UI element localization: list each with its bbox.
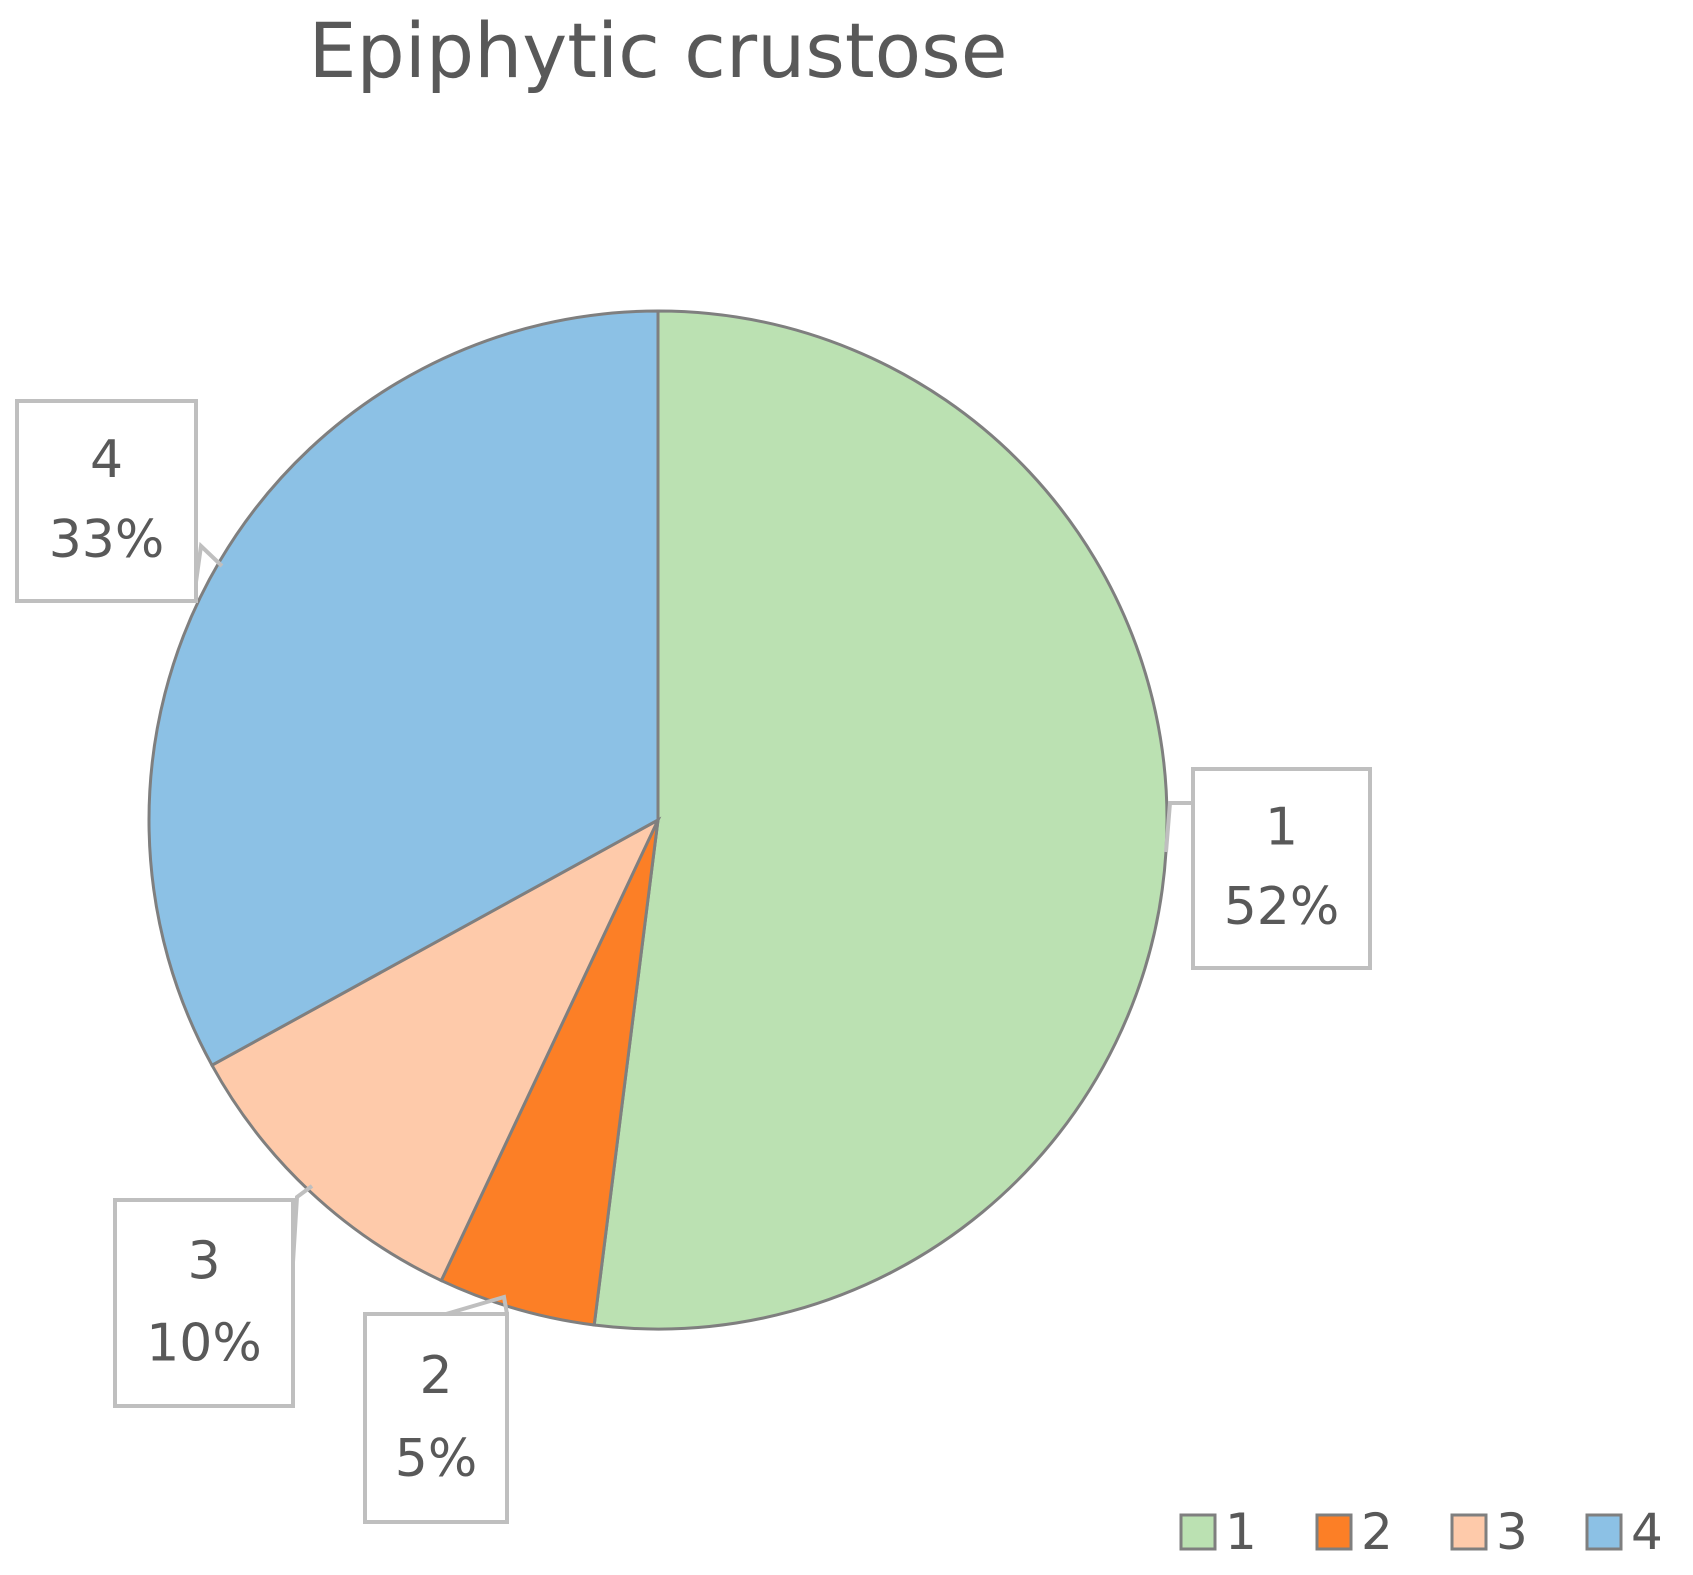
pie-slice-2 <box>439 819 660 1327</box>
legend: 1 2 3 4 <box>1179 1503 1663 1561</box>
data-label-percent-2: 5% <box>395 1429 478 1489</box>
pie-slice-3 <box>209 816 662 1283</box>
legend-swatch-1 <box>1179 1513 1217 1551</box>
data-labels: 1 52% 2 5% 3 10% 4 33% <box>15 399 1372 1524</box>
data-label-category-1: 1 <box>1265 798 1298 858</box>
label-leader-line-1 <box>1164 801 1193 853</box>
pie-slice-4 <box>147 309 660 1068</box>
data-label-category-3: 3 <box>187 1231 220 1291</box>
legend-label-2: 2 <box>1361 1503 1393 1561</box>
pie-slice-1 <box>592 309 1169 1331</box>
data-label-box-2 <box>363 1312 509 1524</box>
legend-swatch-3 <box>1450 1513 1488 1551</box>
data-label-box-3 <box>113 1198 295 1408</box>
data-label-category-4: 4 <box>90 430 123 490</box>
legend-swatch-4 <box>1585 1513 1623 1551</box>
data-label-percent-3: 10% <box>146 1314 262 1374</box>
data-label-percent-4: 33% <box>49 510 165 570</box>
legend-swatch-2 <box>1315 1513 1353 1551</box>
label-leader-line-3 <box>291 1184 314 1263</box>
label-leader-line-2 <box>445 1294 509 1316</box>
data-label-category-2: 2 <box>419 1346 452 1406</box>
pie-slices <box>147 309 1169 1331</box>
data-label-box-1 <box>1191 767 1372 970</box>
data-label-box-4 <box>15 399 198 603</box>
legend-label-3: 3 <box>1496 1503 1528 1561</box>
data-label-percent-1: 52% <box>1224 877 1340 937</box>
legend-label-1: 1 <box>1225 1503 1257 1561</box>
chart-title: Epiphytic crustose <box>308 6 1007 95</box>
legend-label-4: 4 <box>1631 1503 1663 1561</box>
